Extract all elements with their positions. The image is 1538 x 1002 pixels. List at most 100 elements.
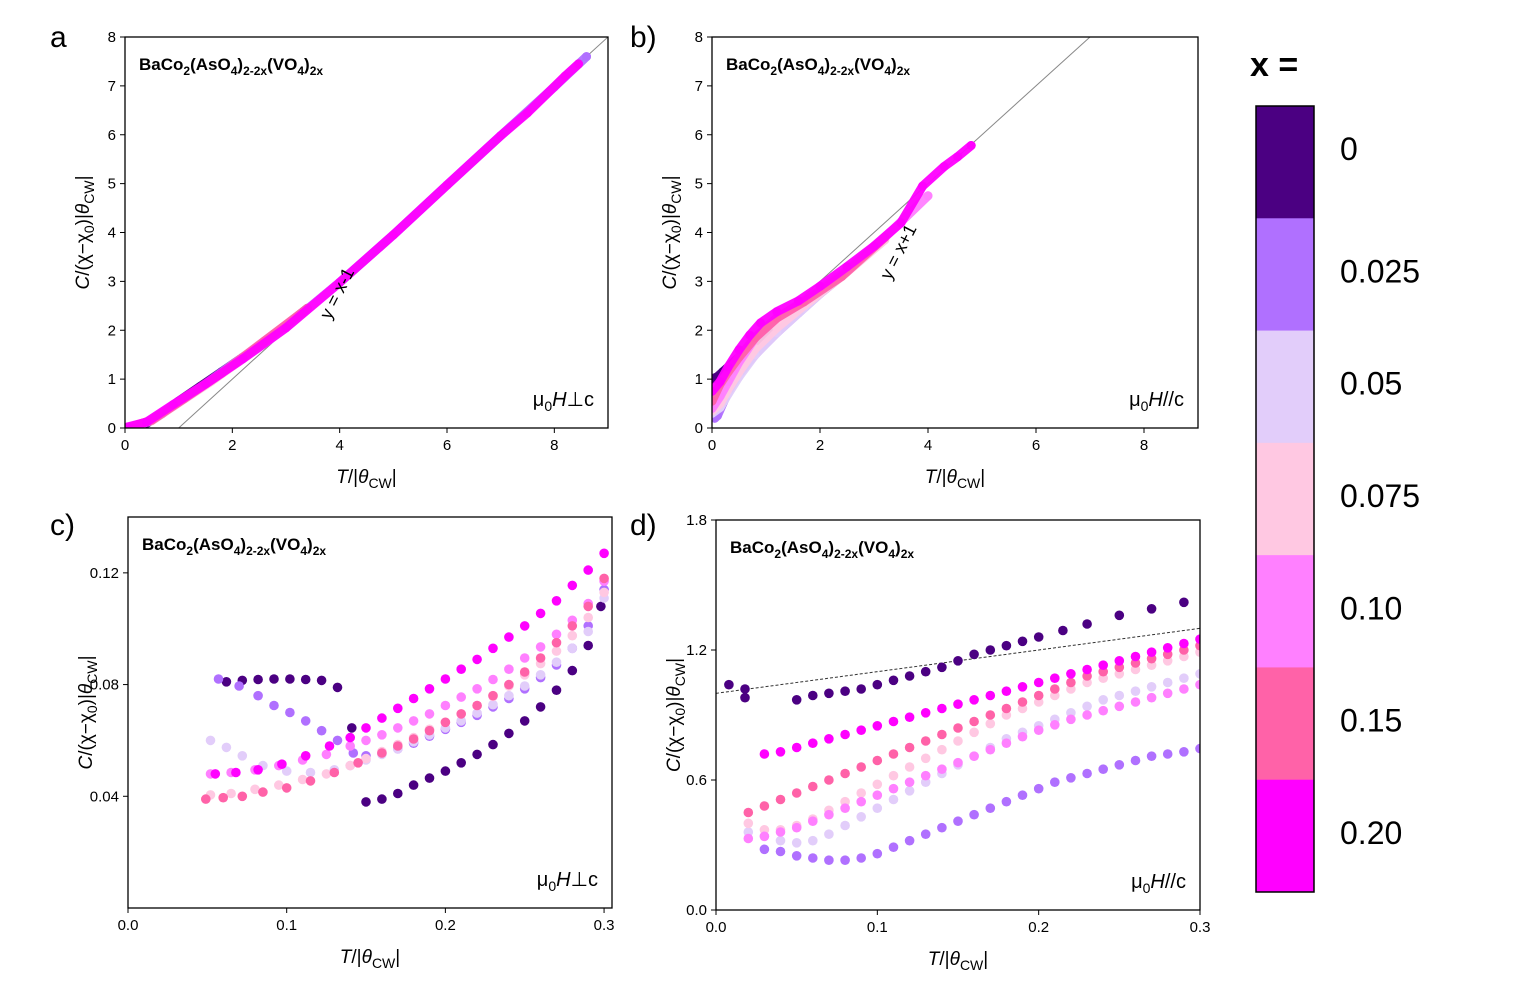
- data-point-c-0-21: [551, 685, 562, 695]
- y-tick-label-a-8: 8: [108, 29, 116, 46]
- data-point-d-4-2: [775, 827, 786, 837]
- y-tick-label-b-0: 0: [695, 420, 703, 437]
- data-point-c-0-16: [472, 749, 482, 760]
- y-tick-label-a-0: 0: [108, 420, 116, 437]
- data-point-d-1-8: [888, 842, 899, 852]
- data-point-c-2-16: [488, 699, 498, 710]
- data-point-d-5-4: [808, 781, 818, 792]
- data-point-c-0-7: [332, 682, 343, 693]
- data-point-c-2-14: [456, 716, 467, 726]
- data-point-d-0-7: [856, 684, 866, 694]
- data-point-d-4-28: [1195, 679, 1200, 690]
- data-point-d-0-19: [1058, 625, 1068, 636]
- data-point-c-6-2: [253, 765, 263, 775]
- data-point-b-6-1: [715, 377, 725, 387]
- data-point-d-5-7: [856, 762, 866, 772]
- data-point-c-1-3: [269, 700, 279, 711]
- data-point-a-6-2: [168, 400, 178, 409]
- data-point-c-4-8: [377, 730, 387, 740]
- data-point-c-5-14: [472, 700, 482, 711]
- data-point-c-6-0: [210, 769, 221, 779]
- data-point-c-3-4: [297, 774, 308, 785]
- data-point-d-5-18: [1033, 690, 1044, 701]
- x-tick-label-c-2: 0.2: [435, 917, 456, 934]
- colorbar-swatch-5: [1256, 667, 1314, 781]
- data-point-b-4-0: [712, 403, 717, 413]
- data-point-d-6-6: [856, 725, 866, 735]
- colorbar-label-4: 0.10: [1340, 590, 1402, 626]
- data-point-c-0-22: [567, 665, 578, 676]
- data-point-d-4-26: [1162, 688, 1173, 699]
- y-tick-label-c-1: 0.08: [90, 677, 119, 694]
- data-point-c-5-12: [440, 717, 451, 728]
- data-point-d-6-13: [969, 695, 979, 705]
- x-tick-label-d-2: 0.2: [1028, 919, 1049, 936]
- data-point-d-1-12: [953, 816, 963, 826]
- data-point-c-6-15: [488, 643, 498, 654]
- data-point-d-1-16: [1017, 790, 1028, 800]
- data-point-d-2-22: [1098, 695, 1108, 705]
- data-point-d-2-4: [808, 835, 818, 846]
- data-point-c-4-11: [424, 709, 435, 719]
- panel-label-c: c): [50, 509, 75, 542]
- data-point-d-3-10: [904, 762, 915, 772]
- panel-a: ay = x-10 2 4 6 8012345678BaCo2(AsO4)2-2x(VO…: [50, 21, 609, 491]
- data-point-d-2-9: [888, 794, 899, 805]
- data-point-c-2-0: [205, 735, 216, 746]
- data-point-d-2-3: [791, 838, 802, 848]
- data-point-d-2-8: [872, 803, 883, 813]
- data-point-c-6-7: [361, 723, 371, 733]
- data-point-d-6-26: [1179, 638, 1189, 649]
- data-point-d-3-12: [937, 744, 947, 755]
- data-point-d-5-19: [1050, 684, 1060, 694]
- data-point-d-2-10: [904, 786, 915, 796]
- data-point-d-5-10: [904, 742, 915, 753]
- data-point-d-6-10: [920, 708, 931, 718]
- data-point-c-1-1: [234, 681, 244, 691]
- data-point-d-0-10: [904, 671, 915, 681]
- data-point-d-3-11: [920, 753, 931, 764]
- data-point-d-6-11: [937, 703, 947, 714]
- data-point-c-0-11: [393, 788, 403, 799]
- y-tick-label-c-2: 0.12: [90, 565, 119, 582]
- data-point-d-6-20: [1082, 664, 1092, 675]
- data-point-d-0-13: [953, 656, 963, 666]
- x-axis-label-c: T/|θCW|: [340, 947, 400, 971]
- data-point-c-0-2: [253, 674, 263, 685]
- data-point-d-4-10: [904, 777, 915, 787]
- data-point-d-4-6: [840, 803, 850, 813]
- x-tick-label-c-3: 0.3: [594, 917, 615, 934]
- data-point-c-5-0: [201, 794, 211, 804]
- data-point-a-6-8: [442, 180, 452, 190]
- data-point-c-5-11: [424, 725, 435, 736]
- colorbar-swatch-4: [1256, 555, 1314, 668]
- data-point-d-6-18: [1050, 673, 1060, 683]
- data-point-c-0-6: [316, 675, 327, 686]
- data-point-c-3-2: [250, 784, 260, 795]
- data-point-c-0-9: [361, 797, 371, 807]
- y-tick-label-b-6: 6: [695, 127, 703, 144]
- data-point-c-2-1: [221, 742, 232, 753]
- data-point-c-5-7: [353, 758, 363, 768]
- colorbar-label-6: 0.20: [1340, 815, 1402, 851]
- x-tick-label-b-1: 2: [816, 437, 824, 454]
- data-point-c-4-12: [440, 700, 451, 711]
- y-tick-label-a-2: 2: [108, 322, 116, 339]
- data-point-d-1-23: [1130, 755, 1141, 766]
- data-point-d-0-3: [791, 695, 802, 705]
- data-point-b-4-9: [923, 191, 933, 201]
- plot-frame-d: [715, 519, 1201, 911]
- y-tick-label-a-1: 1: [108, 371, 116, 388]
- data-point-d-6-3: [808, 738, 818, 748]
- data-point-d-5-8: [872, 755, 883, 766]
- data-point-c-6-4: [300, 751, 311, 761]
- data-point-c-6-13: [456, 664, 467, 674]
- data-point-c-3-7: [361, 753, 371, 764]
- series-line-b-6: [712, 141, 976, 396]
- data-point-d-1-10: [920, 829, 931, 839]
- data-point-c-1-6: [316, 725, 327, 736]
- data-point-c-4-14: [472, 684, 482, 694]
- x-tick-label-a-4: 8: [550, 437, 558, 454]
- x-axis-label-d: T/|θCW|: [928, 949, 988, 973]
